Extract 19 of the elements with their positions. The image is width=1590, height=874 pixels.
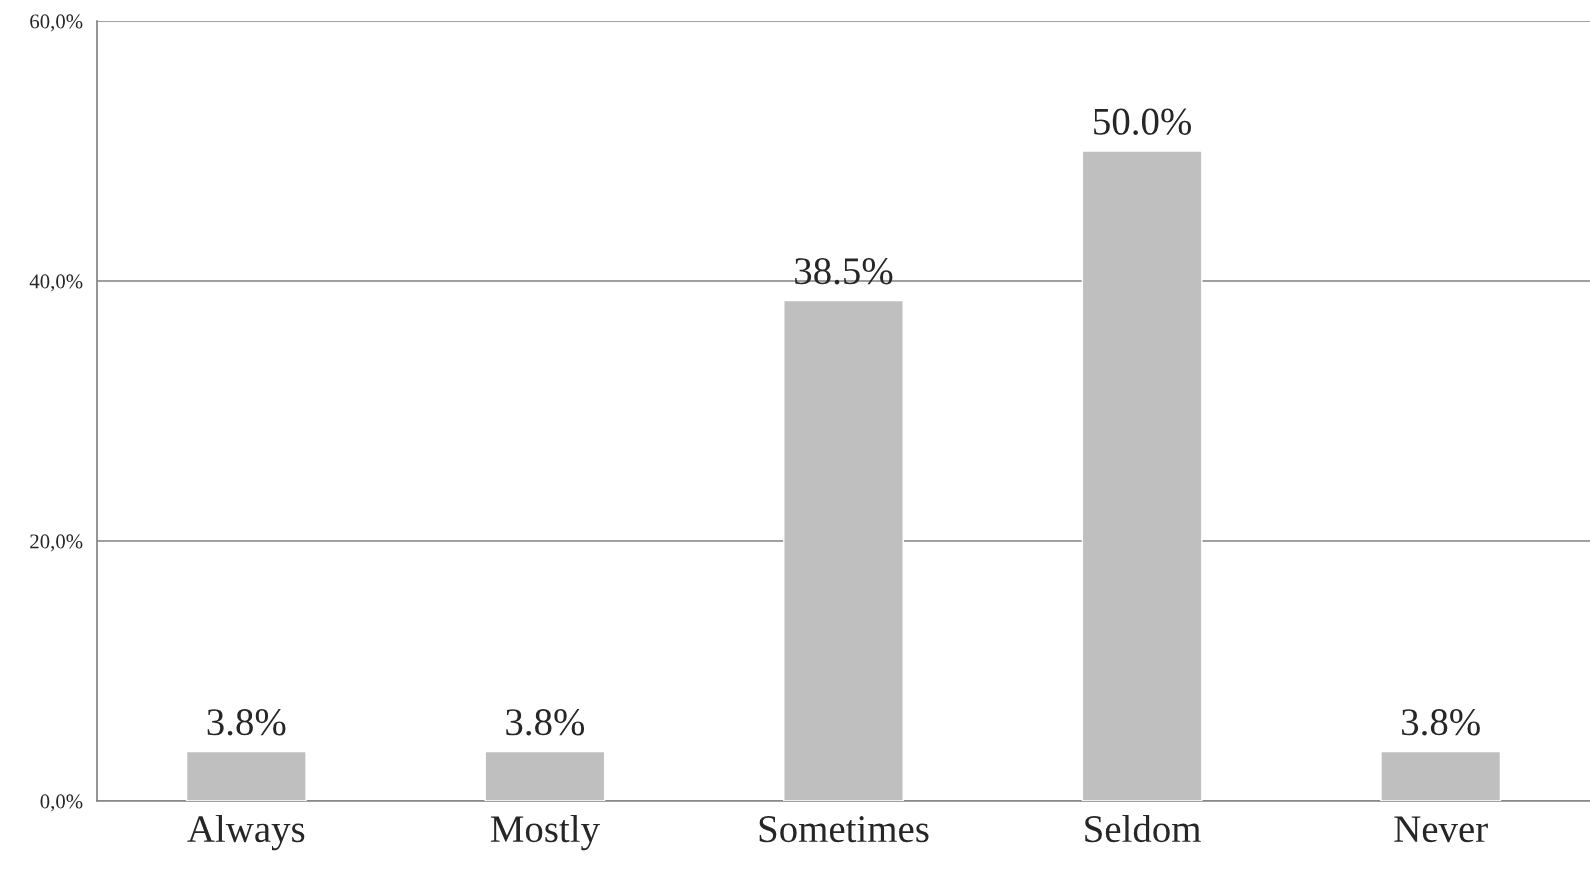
data-label: 50.0% <box>1094 108 1191 135</box>
x-tick-label: Sometimes <box>759 816 929 843</box>
y-tick-label: 40,0% <box>29 274 83 292</box>
data-label: 3.8% <box>506 709 585 736</box>
bar <box>484 750 606 801</box>
x-tick-label: Always <box>187 814 305 851</box>
bar <box>1380 750 1502 801</box>
bar <box>783 299 904 801</box>
bar <box>1081 150 1203 801</box>
x-tick-label: Seldom <box>1085 814 1201 843</box>
x-tick-label: Mostly <box>490 814 600 851</box>
y-tick-label: 0,0% <box>40 794 83 812</box>
data-label: 3.8% <box>1402 709 1480 736</box>
y-tick-label: 20,0% <box>30 534 83 552</box>
data-label: 3.8% <box>207 709 286 736</box>
y-tick-label: 60,0% <box>30 14 83 32</box>
data-label: 38.5% <box>795 258 893 285</box>
x-tick-label: Never <box>1394 816 1488 843</box>
bar <box>185 750 307 801</box>
